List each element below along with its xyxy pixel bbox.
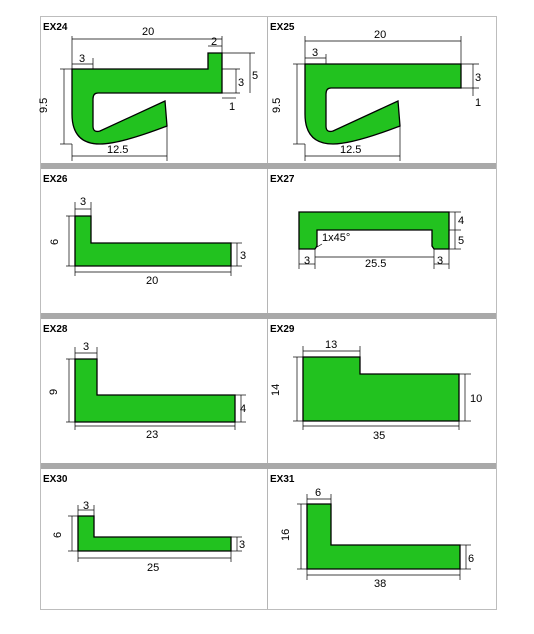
profile-sheet [40, 16, 497, 610]
dim-height: 14 [270, 384, 282, 396]
dimension-lines [293, 346, 471, 430]
dim-left: 3 [304, 255, 310, 267]
dim-gap: 1 [229, 101, 235, 113]
profile-shape [302, 356, 460, 422]
dim-height: 6 [52, 532, 64, 538]
dim-r2: 5 [252, 70, 258, 82]
dim-r1: 3 [238, 77, 244, 89]
dim-top: 13 [325, 339, 337, 351]
row-divider [41, 163, 496, 169]
dim-right: 10 [470, 393, 482, 405]
dim-bottom: 12.5 [107, 144, 128, 156]
dimension-lines [293, 36, 479, 161]
panel-ex31: EX31 6 16 38 6 [270, 474, 474, 590]
dim-top: 20 [142, 26, 154, 38]
dim-r1: 3 [475, 72, 481, 84]
dim-bottom: 25.5 [365, 258, 386, 270]
row-divider [41, 313, 496, 319]
dimension-lines [66, 347, 246, 430]
dim-right: 3 [240, 250, 246, 262]
panel-code: EX30 [43, 474, 68, 485]
panel-ex27: EX27 1x45° 3 25.5 3 4 5 [270, 174, 464, 270]
dim-width: 3 [83, 500, 89, 512]
dimension-lines [60, 36, 255, 161]
profile-shape [304, 63, 462, 145]
row-divider [41, 463, 496, 469]
dim-width: 3 [80, 196, 86, 208]
dim-bottom: 20 [146, 275, 158, 287]
dimension-lines [297, 494, 471, 580]
dim-right: 4 [240, 403, 246, 415]
panel-code: EX25 [270, 22, 295, 33]
panel-code: EX24 [43, 22, 68, 33]
panel-ex30: EX30 3 6 25 3 [43, 474, 245, 574]
dimension-lines [298, 211, 461, 269]
panel-ex28: EX28 3 9 23 4 [43, 324, 246, 441]
panel-code: EX29 [270, 324, 295, 335]
panel-ex25: EX25 20 3 9.5 12.5 3 1 [270, 22, 481, 161]
dim-height: 6 [49, 239, 61, 245]
profile-shape [74, 358, 236, 423]
profile-shape [71, 52, 223, 145]
dimension-lines [68, 505, 242, 562]
panel-code: EX27 [270, 174, 295, 185]
dim-right: 6 [468, 553, 474, 565]
dim-gap: 1 [475, 97, 481, 109]
dimension-lines [66, 202, 242, 276]
dim-right: 2 [211, 36, 217, 48]
dim-width: 3 [83, 341, 89, 353]
panel-code: EX28 [43, 324, 68, 335]
panel-ex29: EX29 13 14 35 10 [270, 324, 482, 442]
panel-ex24: EX24 20 3 2 9.5 12.5 3 5 1 [38, 22, 258, 161]
profile-shape [306, 503, 461, 570]
dim-bottom: 35 [373, 430, 385, 442]
dim-r2: 5 [458, 235, 464, 247]
dim-top: 20 [374, 29, 386, 41]
dim-right: 3 [239, 539, 245, 551]
dim-height: 9 [48, 389, 60, 395]
dim-left: 3 [312, 47, 318, 59]
profile-shape [298, 211, 450, 250]
panel-code: EX31 [270, 474, 295, 485]
dim-height: 16 [280, 529, 292, 541]
dim-right: 3 [437, 255, 443, 267]
dim-bottom: 12.5 [340, 144, 361, 156]
dim-chamfer: 1x45° [322, 232, 350, 244]
dim-height: 9.5 [38, 98, 50, 113]
panel-ex26: EX26 3 6 20 3 [43, 174, 246, 287]
profile-shape [74, 215, 232, 267]
dim-height: 9.5 [271, 98, 283, 113]
panel-code: EX26 [43, 174, 68, 185]
dim-bottom: 23 [146, 429, 158, 441]
dim-bottom: 25 [147, 562, 159, 574]
dim-bottom: 38 [374, 578, 386, 590]
dim-left: 3 [79, 53, 85, 65]
dim-r1: 4 [458, 215, 464, 227]
dim-top: 6 [315, 487, 321, 499]
profile-shape [77, 515, 232, 552]
